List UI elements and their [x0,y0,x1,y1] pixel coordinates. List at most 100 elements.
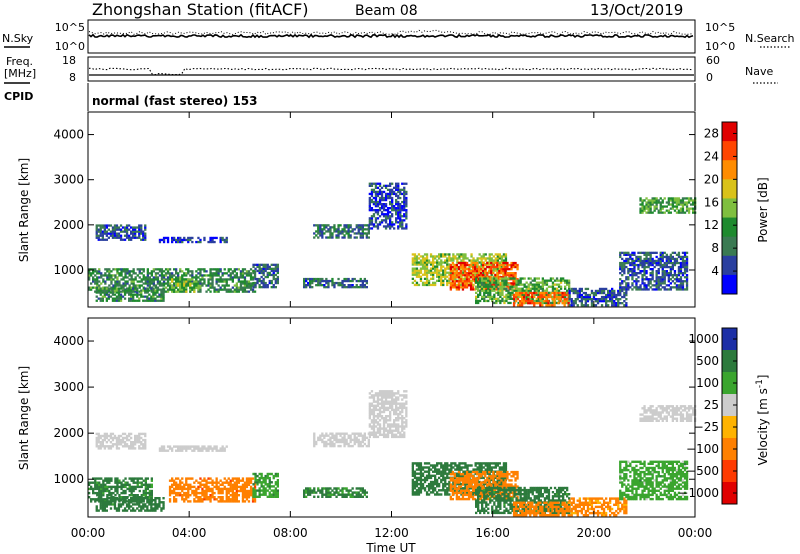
heatmap-cell [386,188,390,191]
heatmap-cell [510,276,513,279]
heatmap-cell [231,483,234,486]
heatmap-cell [453,268,456,271]
heatmap-cell [183,288,186,291]
heatmap-cell [235,485,238,489]
heatmap-cell [116,282,119,285]
heatmap-cell [417,257,421,260]
heatmap-cell [96,483,99,486]
heatmap-cell [649,286,652,289]
heatmap-cell [185,238,188,242]
heatmap-cell [245,489,249,493]
heatmap-cell [386,207,390,210]
heatmap-cell [209,500,212,503]
heatmap-cell [317,438,320,442]
heatmap-cell [138,499,141,502]
heatmap-cell [551,287,555,290]
heatmap-cell [681,199,685,202]
heatmap-cell [615,293,618,297]
heatmap-cell [490,259,493,262]
heatmap-cell [661,251,664,254]
heatmap-cell [368,221,371,224]
heatmap-cell [117,299,121,302]
heatmap-cell [113,228,117,231]
heatmap-cell [152,293,155,296]
heatmap-cell [355,279,358,283]
heatmap-cell [154,509,157,512]
heatmap-cell [657,209,660,212]
heatmap-cell [156,287,159,290]
heatmap-cell [223,487,226,491]
heatmap-cell [417,271,421,274]
heatmap-cell [347,234,350,237]
heatmap-cell [679,272,683,275]
heatmap-cell [596,302,600,305]
heatmap-cell [395,217,398,220]
heatmap-cell [237,288,240,291]
heatmap-cell [397,213,400,216]
heatmap-cell [627,253,630,256]
heatmap-cell [132,270,135,273]
heatmap-cell [641,203,644,206]
heatmap-cell [138,438,141,442]
heatmap-cell [115,228,119,231]
heatmap-cell [479,285,482,288]
heatmap-cell [102,485,105,489]
heatmap-cell [421,281,425,284]
heatmap-cell [266,474,269,478]
heatmap-cell [397,227,400,230]
heatmap-cell [88,491,91,495]
heatmap-cell [539,285,542,288]
heatmap-cell [315,224,318,227]
heatmap-cell [675,288,679,291]
heatmap-cell [405,203,408,206]
heatmap-cell [115,438,119,442]
heatmap-cell [378,190,382,194]
heatmap-cell [397,194,400,198]
heatmap-cell [138,232,141,235]
heatmap-cell [659,197,662,200]
ytick-label: 1000 [53,263,84,277]
heatmap-cell [523,289,526,292]
heatmap-cell [125,289,129,292]
heatmap-cell [687,197,691,200]
heatmap-cell [665,274,668,277]
heatmap-cell [485,289,488,292]
heatmap-cell [152,278,155,281]
heatmap-cell [448,255,451,258]
heatmap-cell [641,280,644,283]
heatmap-cell [578,289,581,293]
heatmap-cell [511,297,514,300]
heatmap-cell [132,287,135,290]
heatmap-cell [132,485,135,489]
heatmap-cell [545,291,548,295]
heatmap-cell [651,274,654,277]
heatmap-cell [272,476,275,480]
heatmap-cell [643,286,646,289]
heatmap-cell [113,289,117,292]
heatmap-cell [421,273,425,276]
heatmap-cell [537,281,540,284]
heatmap-cell [562,279,565,282]
heatmap-cell [436,269,439,272]
heatmap-cell [333,286,336,289]
heatmap-cell [132,441,135,444]
nsky-panel: N.Sky 10^5 10^0 10^5 10^0 N.Search [2,19,795,54]
heatmap-cell [685,288,689,291]
heatmap-cell [423,259,427,262]
heatmap-cell [175,240,178,244]
heatmap-cell [103,507,106,510]
heatmap-cell [134,497,137,500]
heatmap-cell [249,494,253,497]
heatmap-cell [140,293,143,296]
heatmap-cell [586,304,590,307]
heatmap-cell [175,268,178,271]
heatmap-cell [529,297,532,300]
heatmap-cell [319,279,322,283]
heatmap-cell [617,298,620,301]
heatmap-cell [457,276,461,279]
heatmap-cell [179,286,182,289]
heatmap-cell [651,270,654,273]
heatmap-cell [633,265,636,269]
heatmap-cell [411,267,414,270]
heatmap-cell [649,280,652,283]
